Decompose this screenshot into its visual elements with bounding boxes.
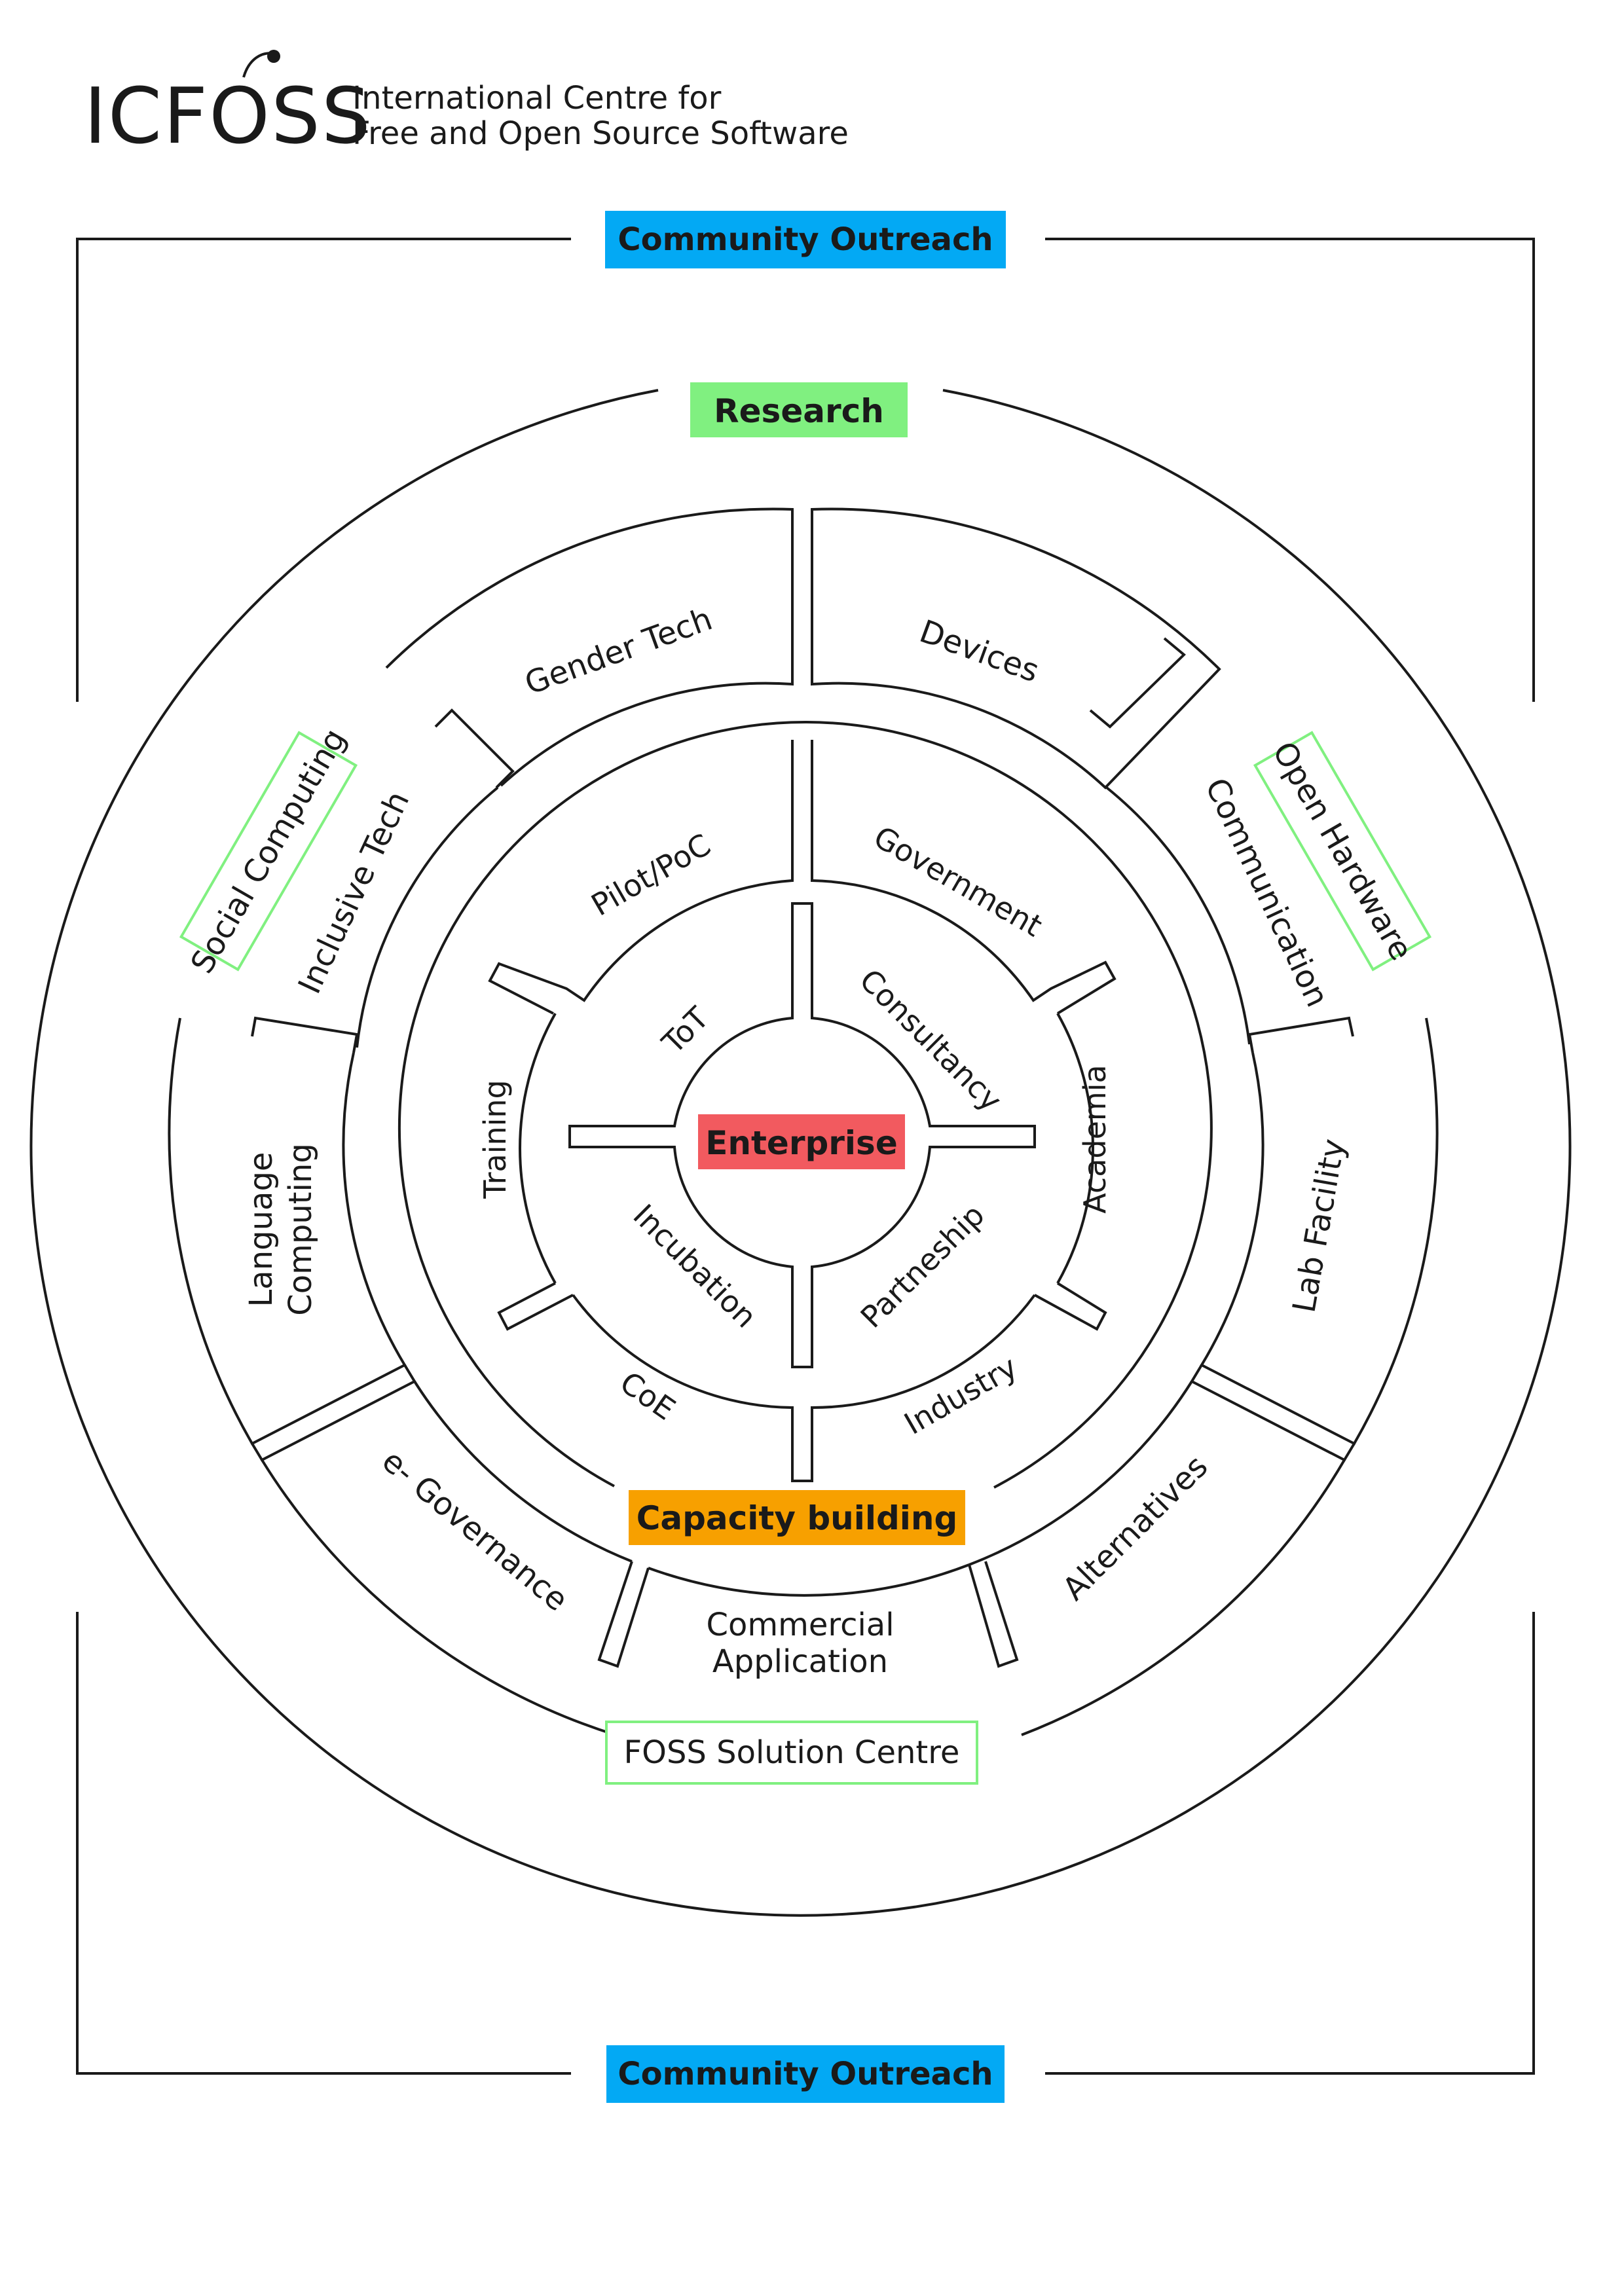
open-hardware-box [1253,731,1432,972]
industry-label: Industry [898,1349,1024,1441]
partneship-label: Partneship [854,1197,991,1335]
ring3 [168,507,1439,1736]
coe-label: CoE [614,1364,682,1427]
research-label: Research [714,392,884,430]
foss-solution-centre-label: FOSS Solution Centre [624,1734,960,1771]
logo: ICFOSS [84,50,372,161]
lab-facility-label: Lab Facility [1285,1136,1352,1315]
training-label: Training [477,1080,513,1199]
research-circle [29,389,1572,1917]
social-computing-box [179,731,358,972]
tot-label: ToT [655,1000,716,1061]
commercial-application-label-2: Application [712,1643,888,1680]
incubation-label: Incubation [626,1197,764,1335]
ring1 [568,902,1036,1368]
enterprise-badge [698,1114,905,1169]
community-outreach-bottom-label: Community Outreach [618,2056,993,2092]
community-outreach-top-badge [605,211,1006,268]
alternatives-label: Alternatives [1056,1448,1215,1607]
gender-tech-label: Gender Tech [520,600,717,702]
ring2 [397,721,1213,1489]
header-title-line1: International Centre for [352,80,722,117]
capacity-building-badge [629,1490,965,1545]
academia-label: Academia [1077,1065,1113,1213]
research-badge [690,382,908,437]
logo-wordmark: ICFOSS [84,71,372,161]
devices-label: Devices [915,613,1044,689]
header-title-line2: Free and Open Source Software [352,115,849,152]
foss-solution-centre-box [605,1721,978,1785]
outer-frame [76,238,1535,2075]
e-governance-label: e- Governance [375,1442,575,1618]
logo-seed-icon [267,50,280,63]
pilot-poc-label: Pilot/PoC [585,827,717,923]
language-computing-label-1: Language [243,1152,280,1307]
enterprise-label: Enterprise [705,1124,897,1162]
language-computing-label-2: Computing [282,1143,319,1316]
community-outreach-top-label: Community Outreach [618,221,993,258]
capacity-building-label: Capacity building [637,1499,958,1537]
community-outreach-bottom-badge [606,2045,1005,2103]
commercial-application-label-1: Commercial [706,1607,894,1643]
